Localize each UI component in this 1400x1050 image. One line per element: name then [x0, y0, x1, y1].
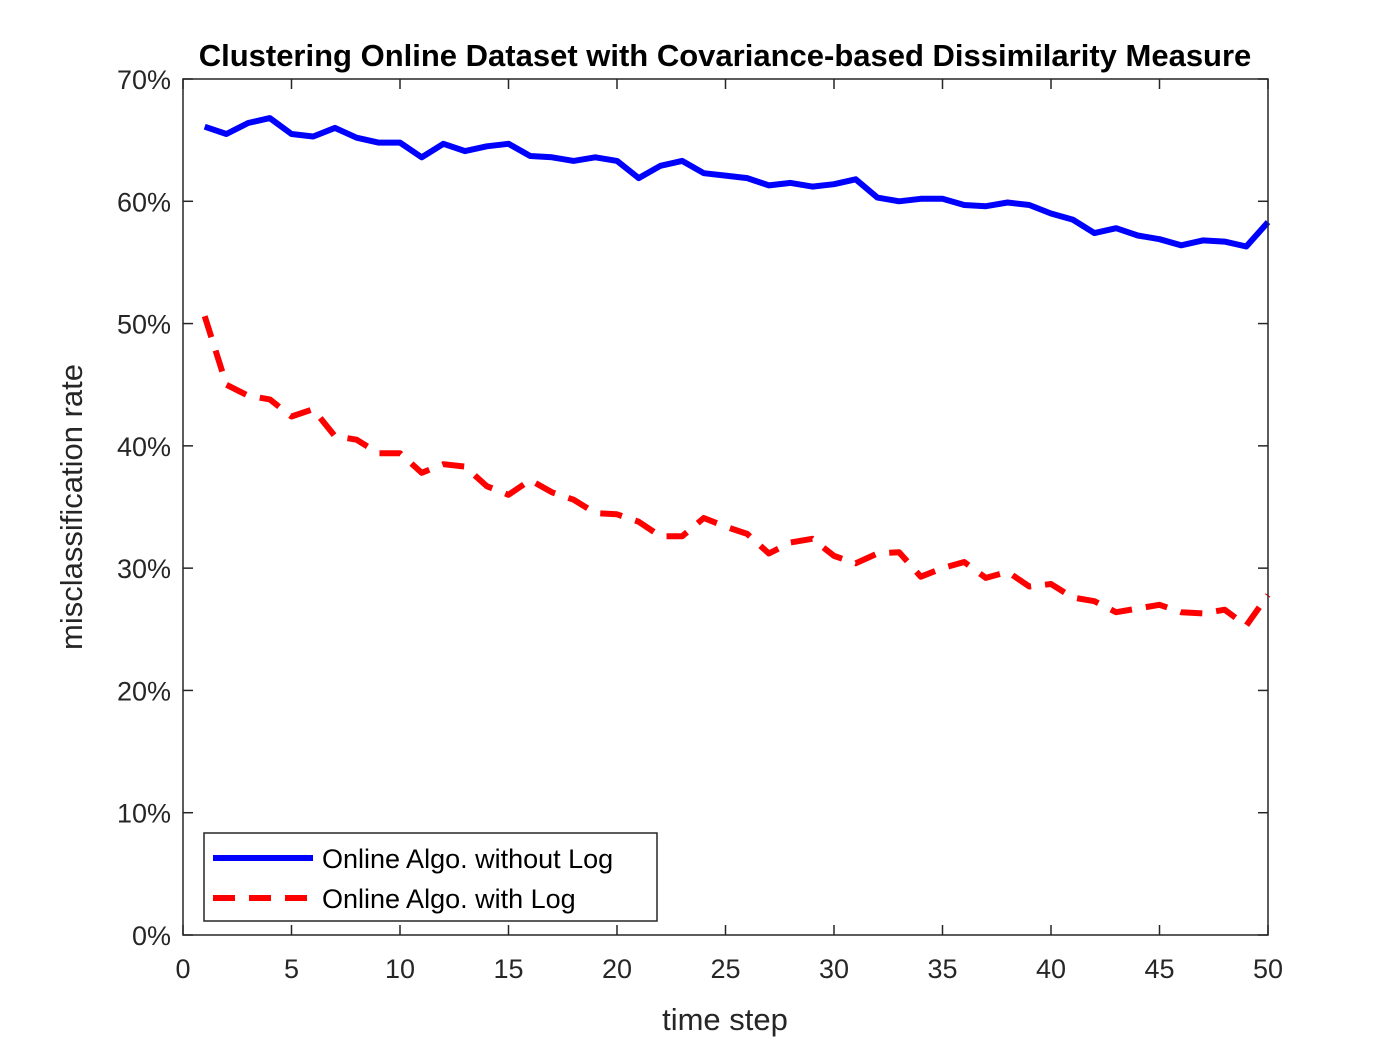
series-lines [201, 115, 1271, 629]
y-tick-label: 70% [117, 65, 171, 95]
y-tick-label: 0% [132, 921, 171, 951]
x-tick-label: 30 [819, 954, 849, 984]
y-tick-label: 60% [117, 187, 171, 217]
legend-label-with-log: Online Algo. with Log [322, 884, 576, 914]
x-tick-label: 5 [284, 954, 299, 984]
y-tick-label: 40% [117, 432, 171, 462]
x-tick-label: 15 [493, 954, 523, 984]
axis-ticks: 0 5 10 15 20 25 30 35 40 45 50 0% 10% 20% 30% 40% 50% 60%… [117, 65, 1283, 984]
x-tick-label: 10 [385, 954, 415, 984]
legend-label-without-log: Online Algo. without Log [322, 844, 613, 874]
y-axis-label: misclassification rate [54, 364, 89, 650]
x-tick-label: 40 [1036, 954, 1066, 984]
legend-box [203, 832, 658, 922]
series-line-with-log [201, 315, 1271, 629]
x-tick-label: 0 [175, 954, 190, 984]
x-tick-label: 25 [710, 954, 740, 984]
chart-title: Clustering Online Dataset with Covarianc… [199, 38, 1252, 73]
plot-frame [182, 78, 1269, 936]
series-line-without-log [203, 115, 1271, 250]
x-tick-label: 35 [927, 954, 957, 984]
x-axis-label: time step [662, 1002, 788, 1037]
legend: Online Algo. without Log Online Algo. wi… [203, 832, 658, 922]
x-tick-label: 50 [1253, 954, 1283, 984]
y-tick-label: 20% [117, 676, 171, 706]
y-tick-label: 30% [117, 554, 171, 584]
x-tick-label: 20 [602, 954, 632, 984]
plot-area [183, 79, 1268, 935]
y-tick-label: 50% [117, 310, 171, 340]
y-tick-label: 10% [117, 799, 171, 829]
x-tick-label: 45 [1144, 954, 1174, 984]
